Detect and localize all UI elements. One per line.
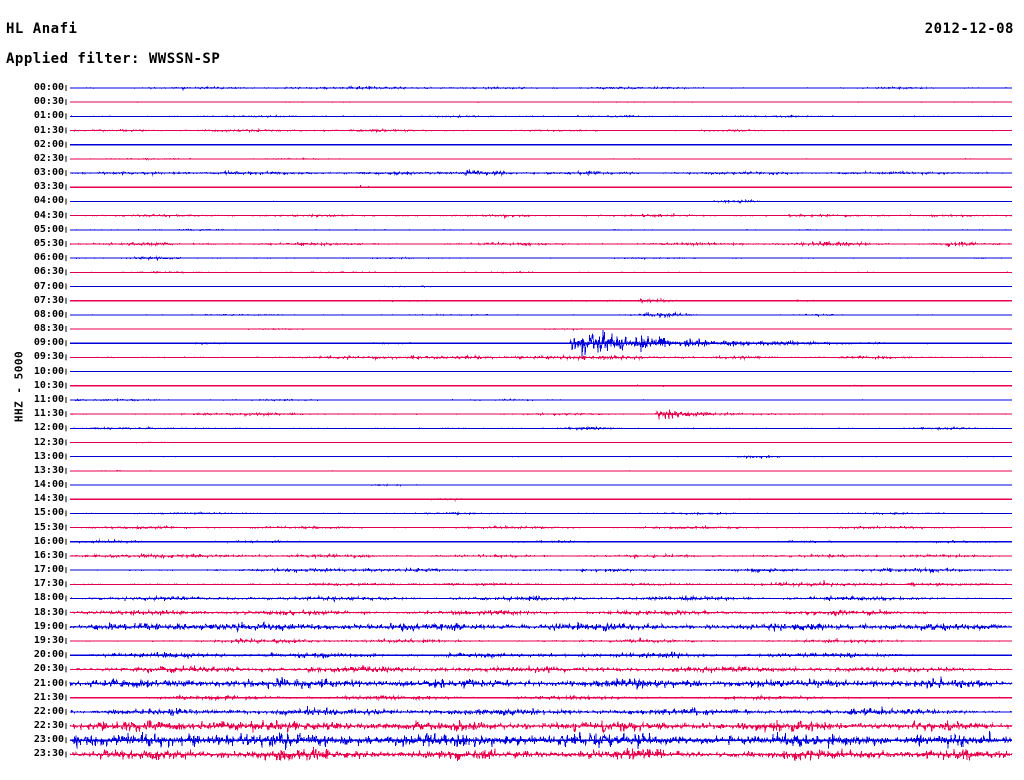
time-label: 19:30 <box>33 635 64 647</box>
time-label: 02:00 <box>33 138 64 150</box>
time-label: 03:30 <box>33 181 64 193</box>
time-label: 01:30 <box>33 124 64 136</box>
time-label: 09:30 <box>33 351 64 363</box>
time-label: 22:30 <box>33 720 64 732</box>
time-label: 21:00 <box>33 677 64 689</box>
time-label: 16:30 <box>33 549 64 561</box>
time-label: 13:30 <box>33 464 64 476</box>
time-label: 05:30 <box>33 237 64 249</box>
time-label: 10:00 <box>33 365 64 377</box>
time-axis-labels: 00:00 00:30 01:00 01:30 02:00 02:30 03:00 03:30… <box>0 78 64 778</box>
time-label: 11:00 <box>33 393 64 405</box>
time-label: 09:00 <box>33 337 64 349</box>
time-label: 08:30 <box>33 323 64 335</box>
trace-svg <box>65 84 1013 762</box>
trace-line <box>69 580 1013 588</box>
time-label: 00:30 <box>33 96 64 108</box>
applied-filter-label: Applied filter: WWSSN-SP <box>6 51 221 67</box>
trace-line <box>69 706 1013 717</box>
time-label: 07:30 <box>33 294 64 306</box>
time-label: 23:30 <box>33 748 64 760</box>
time-label: 02:30 <box>33 152 64 164</box>
time-label: 07:00 <box>33 280 64 292</box>
time-label: 16:00 <box>33 535 64 547</box>
time-label: 15:30 <box>33 521 64 533</box>
time-label: 04:30 <box>33 209 64 221</box>
time-label: 06:30 <box>33 266 64 278</box>
time-label: 03:00 <box>33 167 64 179</box>
time-label: 06:00 <box>33 252 64 264</box>
time-label: 17:00 <box>33 564 64 576</box>
time-label: 17:30 <box>33 578 64 590</box>
time-label: 20:00 <box>33 649 64 661</box>
time-label: 01:00 <box>33 110 64 122</box>
time-label: 20:30 <box>33 663 64 675</box>
time-label: 23:00 <box>33 734 64 746</box>
time-label: 10:30 <box>33 379 64 391</box>
time-label: 18:00 <box>33 592 64 604</box>
station-title: HL Anafi <box>6 21 78 37</box>
record-date: 2012-12-08 <box>924 21 1014 37</box>
time-label: 12:00 <box>33 422 64 434</box>
time-label: 14:30 <box>33 493 64 505</box>
time-label: 04:00 <box>33 195 64 207</box>
time-label: 05:00 <box>33 223 64 235</box>
time-label: 18:30 <box>33 606 64 618</box>
time-label: 12:30 <box>33 436 64 448</box>
time-label: 11:30 <box>33 408 64 420</box>
time-label: 15:00 <box>33 507 64 519</box>
time-label: 22:00 <box>33 705 64 717</box>
time-label: 21:30 <box>33 691 64 703</box>
trace-line <box>69 676 1013 690</box>
time-label: 00:00 <box>33 82 64 93</box>
time-label: 08:00 <box>33 308 64 320</box>
time-label: 19:00 <box>33 620 64 632</box>
time-label: 14:00 <box>33 479 64 491</box>
time-label: 13:00 <box>33 450 64 462</box>
seismic-traces <box>0 78 1024 778</box>
trace-plot-area: 00:00 00:30 01:00 01:30 02:00 02:30 03:00 03:30… <box>0 78 1024 778</box>
